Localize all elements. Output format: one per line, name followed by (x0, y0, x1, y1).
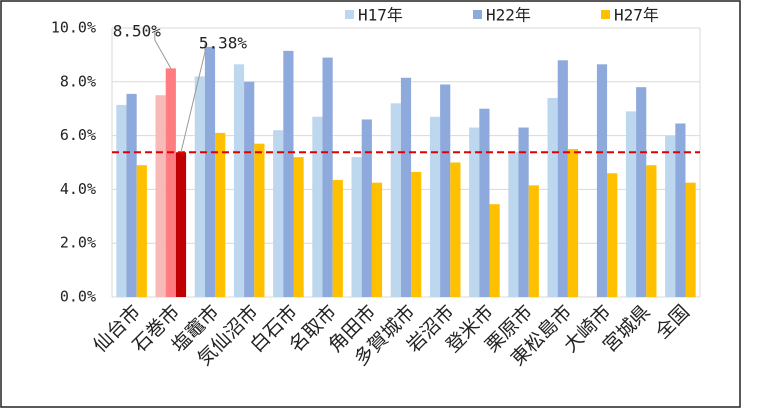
bar (293, 157, 304, 297)
bar (322, 57, 333, 298)
y-tick-label: 2.0% (60, 234, 96, 252)
bar (371, 182, 383, 297)
leader-line (154, 32, 172, 69)
bar (165, 68, 176, 297)
bar (675, 123, 686, 298)
legend-label: H27年 (614, 6, 659, 25)
bar (547, 97, 558, 297)
bar (204, 46, 216, 297)
y-tick-label: 10.0% (51, 19, 96, 37)
bar (508, 151, 519, 297)
bar (194, 76, 205, 297)
bar (215, 132, 226, 297)
bar (136, 165, 147, 297)
bar (469, 127, 480, 297)
bar (233, 64, 245, 297)
bar (625, 111, 637, 297)
bar (440, 84, 451, 298)
leader-line (180, 44, 206, 153)
bar (254, 143, 265, 297)
data-label: 5.38% (199, 34, 248, 53)
bar (429, 116, 441, 298)
bar (557, 60, 568, 297)
bar (116, 104, 127, 298)
y-tick-label: 8.0% (60, 72, 96, 90)
bar (283, 50, 294, 297)
bar (351, 157, 362, 297)
legend-label: H22年 (486, 6, 531, 25)
bar (411, 171, 422, 297)
bar (390, 103, 401, 297)
bar (489, 204, 500, 297)
bar (332, 179, 343, 297)
legend-swatch (473, 10, 482, 19)
bar (518, 127, 529, 297)
bar (646, 165, 657, 297)
bar (685, 182, 696, 297)
bar (479, 108, 490, 297)
bar (126, 93, 137, 297)
bar (273, 130, 284, 297)
bar (175, 152, 187, 297)
y-tick-label: 4.0% (60, 180, 96, 198)
bar (607, 173, 618, 297)
bar (567, 149, 579, 297)
bar (155, 95, 166, 297)
bar (596, 64, 608, 297)
bar (244, 81, 255, 297)
bar (528, 185, 539, 297)
bar (665, 135, 676, 297)
legend-label: H17年 (358, 6, 403, 25)
bar (312, 116, 323, 298)
legend-swatch (345, 10, 354, 19)
bar (361, 119, 372, 298)
bar (450, 162, 461, 297)
bar (636, 87, 647, 298)
y-tick-label: 0.0% (60, 288, 96, 306)
data-label: 8.50% (113, 22, 162, 41)
bar (400, 77, 412, 297)
legend-swatch (601, 10, 610, 19)
y-tick-label: 6.0% (60, 126, 96, 144)
